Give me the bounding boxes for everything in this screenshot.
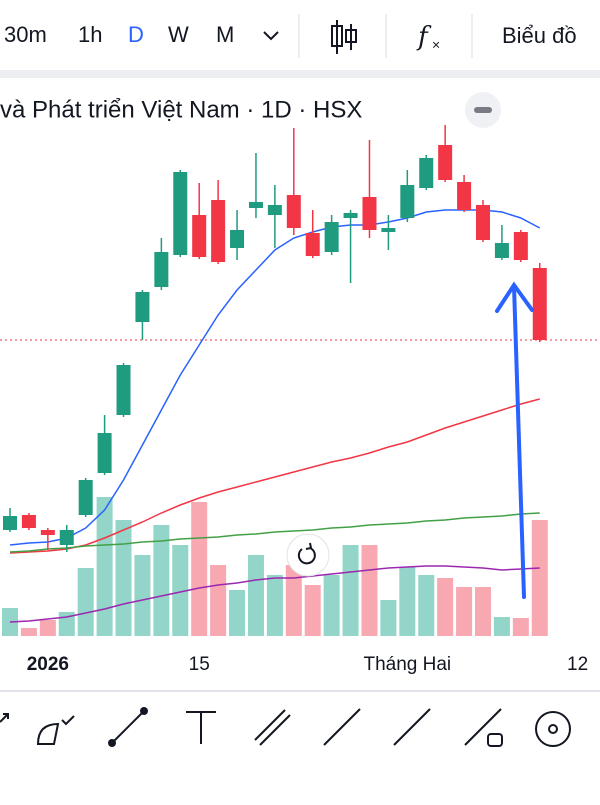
volume-bar	[96, 497, 113, 636]
drawing-toolbar	[0, 707, 571, 747]
tool[interactable]	[464, 708, 502, 746]
volume-bar	[512, 618, 529, 636]
volume-bar	[172, 545, 189, 636]
volume-bar	[20, 628, 37, 636]
x-tick-label: 12	[567, 654, 588, 675]
toolbar-divider	[0, 70, 600, 78]
volume-bar	[39, 620, 56, 636]
interval[interactable]: 30m	[4, 22, 47, 47]
x-tick-label: 15	[189, 654, 210, 675]
candle-body	[400, 185, 415, 218]
candle-body	[362, 197, 377, 230]
tool[interactable]	[186, 711, 216, 744]
candle-body	[135, 292, 150, 322]
candle-body	[3, 516, 17, 530]
candle-body	[381, 228, 396, 232]
x-tick-label: 2026	[27, 654, 69, 675]
tool[interactable]	[140, 707, 148, 715]
x-tick-label: Tháng Hai	[363, 654, 451, 675]
candle-body	[78, 480, 93, 515]
arrow-drawing[interactable]	[495, 281, 534, 599]
volume-bar	[115, 520, 132, 636]
tool[interactable]	[323, 708, 361, 746]
tool[interactable]	[535, 711, 571, 747]
candle-body	[21, 515, 36, 528]
interval[interactable]: M	[216, 22, 234, 47]
candle-body	[457, 182, 472, 210]
volume-bar	[229, 590, 246, 636]
moving-average	[9, 398, 540, 554]
candle-body	[248, 202, 263, 208]
volume-bar	[266, 575, 283, 636]
volume-bar	[475, 587, 491, 636]
candle-body	[476, 205, 490, 240]
moving-average	[9, 512, 540, 553]
volume-bar	[493, 617, 510, 636]
candle-body	[286, 195, 301, 228]
tool[interactable]	[108, 739, 116, 747]
tool[interactable]	[393, 708, 431, 746]
volume-bar	[134, 555, 151, 636]
reset-button[interactable]	[286, 533, 330, 577]
interval[interactable]: 1h	[78, 22, 102, 47]
candle-body	[192, 215, 207, 257]
candle-body	[116, 365, 131, 415]
volume-bar	[304, 585, 321, 636]
volume-bar	[342, 545, 359, 636]
candle-body	[494, 243, 509, 258]
candle-body	[438, 145, 453, 180]
volume-bar	[456, 587, 473, 636]
interval[interactable]: W	[168, 22, 189, 47]
chart-title: và Phát triển Việt Nam · 1D · HSX	[0, 96, 362, 123]
dropdown-icon[interactable]	[263, 31, 279, 41]
indicators-icon[interactable]: ×	[432, 37, 440, 53]
candle-body	[230, 230, 245, 248]
candle-body	[513, 232, 528, 260]
interval-bar: 30m 1h D W M	[4, 22, 234, 47]
tool[interactable]	[254, 709, 291, 746]
candle-body	[532, 268, 547, 340]
volume-bar	[531, 520, 548, 636]
tool[interactable]	[109, 708, 147, 746]
volume-bar	[380, 600, 397, 636]
volume-bar	[191, 502, 208, 636]
candle-body	[154, 252, 169, 287]
volume-bar	[77, 568, 94, 636]
interval-active[interactable]: D	[128, 22, 144, 47]
candle-body	[59, 530, 74, 545]
chart-button[interactable]: Biểu đồ	[502, 23, 577, 48]
moving-average	[9, 565, 540, 623]
volume-bar	[247, 555, 264, 636]
candle-body	[419, 158, 434, 188]
reset-icon	[297, 542, 316, 565]
candle-body	[305, 233, 320, 256]
volume-bar	[285, 565, 302, 636]
volume-bar	[418, 575, 435, 636]
tool[interactable]	[36, 715, 75, 745]
volume-bar	[361, 545, 378, 636]
volume-bar	[437, 578, 454, 636]
volume-bar	[323, 575, 340, 636]
chart: 2026 15 Tháng Hai 12	[0, 125, 600, 675]
candle-body	[211, 200, 226, 262]
candle-body	[97, 433, 112, 473]
moving-average	[9, 209, 541, 546]
volume-bar	[399, 567, 416, 636]
collapse-icon	[474, 107, 492, 113]
tool[interactable]	[0, 713, 9, 723]
candle-body	[343, 213, 358, 218]
volume-bar	[210, 565, 227, 636]
candle-body	[324, 222, 339, 252]
candle-body	[173, 172, 188, 255]
candle-type-icon[interactable]	[331, 20, 357, 54]
tool[interactable]	[548, 724, 558, 734]
candle-body	[267, 205, 282, 215]
tool[interactable]	[487, 733, 503, 747]
volume-bar	[153, 525, 170, 636]
candle-body	[40, 530, 55, 535]
